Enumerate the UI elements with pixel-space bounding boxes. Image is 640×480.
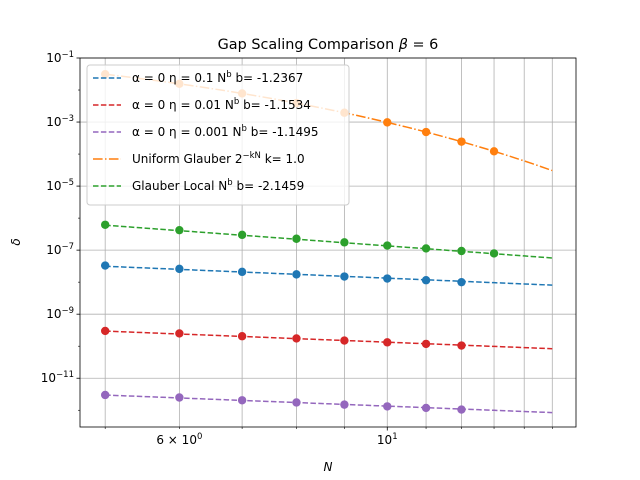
fit-line-series-2: [105, 394, 553, 414]
data-point-series-4: [100, 220, 110, 229]
chart-title: Gap Scaling Comparison β = 6: [218, 37, 439, 53]
y-axis-label: δ: [9, 238, 23, 245]
data-point-series-4: [383, 241, 392, 250]
y-tick-label: 10−3: [46, 114, 74, 129]
fit-line-series-1: [105, 330, 553, 350]
data-point-series-2: [421, 403, 431, 413]
data-point-series-2: [100, 390, 110, 400]
fit-line-series-4: [105, 224, 553, 259]
data-point-series-0: [421, 276, 431, 285]
data-point-series-1: [457, 341, 466, 350]
x-axis-ticks: 6 × 100 101: [104, 427, 553, 447]
data-point-series-0: [175, 264, 184, 274]
data-point-series-1: [383, 338, 392, 347]
data-point-series-4: [457, 246, 466, 256]
legend-entry-label: α = 0 η = 0.1 Nb b= -1.2367: [132, 70, 303, 85]
data-point-series-3: [383, 118, 392, 127]
legend-entry-label: α = 0 η = 0.001 Nb b= -1.1495: [132, 124, 319, 139]
legend: α = 0 η = 0.1 Nb b= -1.2367 α = 0 η = 0.0…: [86, 64, 350, 206]
y-tick-label: 10−5: [46, 178, 74, 193]
x-axis-label: N: [324, 460, 333, 474]
data-point-series-1: [100, 326, 110, 336]
data-point-series-4: [292, 234, 301, 243]
data-point-series-0: [340, 272, 349, 281]
legend-entry-label: Uniform Glauber 2−kN k= 1.0: [132, 151, 305, 166]
data-point-series-1: [237, 332, 247, 341]
x-tick-label: 6 × 100: [156, 432, 202, 447]
data-point-series-0: [237, 267, 247, 277]
data-point-series-0: [292, 270, 301, 279]
data-point-series-2: [383, 402, 392, 411]
data-point-series-4: [237, 230, 247, 240]
fit-line-series-0: [105, 265, 553, 286]
data-point-series-1: [292, 334, 301, 343]
data-point-series-2: [340, 400, 349, 409]
y-tick-label: 10−11: [41, 370, 74, 385]
data-point-series-4: [175, 225, 184, 235]
data-point-series-0: [457, 277, 466, 287]
y-tick-label: 10−7: [46, 242, 74, 257]
y-tick-label: 10−9: [46, 306, 74, 321]
data-point-series-3: [457, 137, 466, 146]
data-point-series-2: [237, 396, 247, 405]
data-point-series-1: [421, 339, 431, 349]
data-point-series-2: [457, 405, 466, 414]
data-point-series-0: [383, 274, 392, 283]
data-points: [100, 69, 499, 414]
data-point-series-4: [421, 244, 431, 253]
legend-box: [86, 64, 350, 206]
plot-frame: [79, 57, 577, 428]
data-point-series-4: [489, 249, 499, 258]
data-point-series-2: [292, 398, 301, 407]
data-point-series-2: [175, 393, 184, 402]
data-point-series-3: [489, 147, 499, 156]
y-axis-ticks: 10−11 10−9 10−7 10−5 10−3 10−1: [41, 50, 80, 411]
y-tick-label: 10−1: [46, 50, 74, 65]
legend-entry-label: Glauber Local Nb b= -2.1459: [132, 178, 304, 193]
data-point-series-1: [175, 329, 184, 338]
data-point-series-0: [100, 261, 110, 270]
x-tick-label: 101: [377, 432, 398, 447]
data-point-series-3: [421, 127, 431, 137]
data-point-series-1: [340, 336, 349, 345]
legend-entry-label: α = 0 η = 0.01 Nb b= -1.1534: [132, 97, 311, 112]
data-point-series-4: [340, 238, 349, 247]
